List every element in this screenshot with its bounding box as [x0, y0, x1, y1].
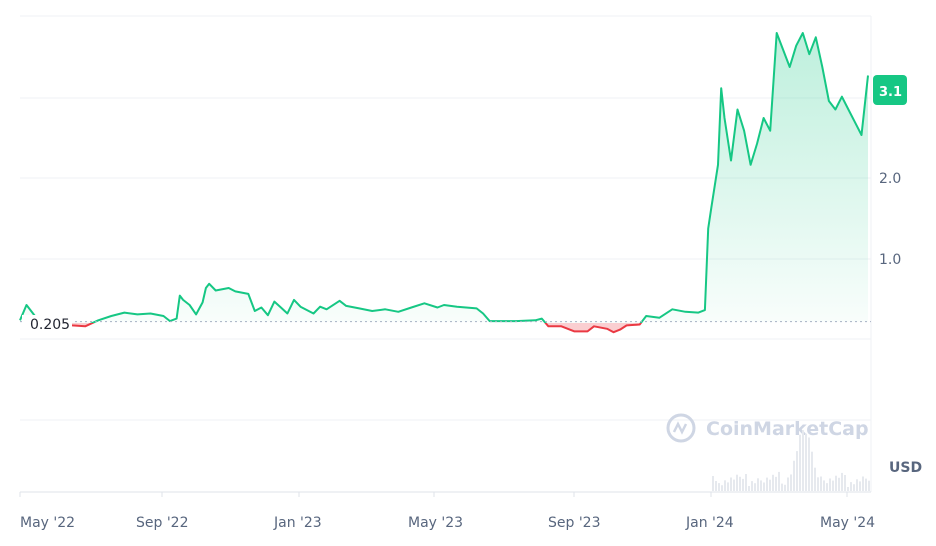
volume-bar: [841, 472, 843, 491]
volume-bar: [772, 474, 774, 491]
volume-bar: [763, 482, 765, 491]
volume-bar: [829, 478, 831, 491]
coinmarketcap-logo-icon: [666, 413, 696, 443]
volume-bar: [859, 481, 861, 491]
x-tick-label: May '22: [20, 515, 75, 531]
volume-bar: [838, 477, 840, 491]
x-tick-label: Jan '23: [273, 515, 322, 531]
y-tick-label: 2.0: [879, 171, 901, 187]
x-tick-label: May '24: [820, 515, 875, 531]
current-price-badge-bg: [873, 75, 907, 105]
volume-bar: [799, 434, 801, 491]
volume-bar: [820, 476, 822, 491]
volume-bar: [802, 430, 804, 491]
volume-bar: [817, 477, 819, 491]
volume-bar: [781, 483, 783, 491]
volume-bar: [847, 487, 849, 491]
volume-bar: [715, 481, 717, 491]
x-axis-ticks: [19, 492, 848, 497]
price-line-up: [19, 32, 869, 323]
volume-bar: [748, 486, 750, 491]
volume-bar: [856, 479, 858, 491]
volume-bar: [835, 475, 837, 491]
x-tick-label: Sep '23: [548, 515, 601, 531]
volume-bar: [751, 481, 753, 491]
volume-bar: [766, 477, 768, 491]
volume-bar: [730, 477, 732, 491]
current-price-badge: 3.1: [873, 75, 907, 105]
y-tick-label: 1.0: [879, 252, 901, 268]
volume-bar: [784, 484, 786, 491]
reference-label: 0.205: [30, 317, 70, 333]
volume-bar: [745, 474, 747, 491]
x-tick-label: Sep '22: [136, 515, 189, 531]
volume-bar: [727, 482, 729, 491]
volume-bar: [811, 451, 813, 491]
volume-bar: [724, 480, 726, 491]
reference-label-bg: [22, 315, 72, 333]
volume-bar: [769, 479, 771, 491]
volume-bar: [850, 482, 852, 491]
volume-bar: [868, 480, 870, 491]
volume-bar: [757, 478, 759, 491]
volume-bar: [844, 475, 846, 491]
volume-bar: [853, 484, 855, 491]
area-above-reference: [20, 33, 868, 323]
volume-bar: [790, 474, 792, 491]
volume-bar: [718, 483, 720, 491]
volume-bar: [754, 483, 756, 491]
volume-bar: [739, 476, 741, 491]
volume-bar: [814, 467, 816, 491]
volume-bar: [862, 476, 864, 491]
currency-label: USD: [889, 460, 922, 476]
volume-bar: [775, 476, 777, 491]
x-tick-label: May '23: [408, 515, 463, 531]
volume-bar: [733, 479, 735, 491]
volume-bar: [787, 477, 789, 491]
current-price-label: 3.1: [879, 85, 902, 100]
volume-bar: [808, 437, 810, 491]
volume-bar: [796, 451, 798, 491]
volume-bars: [712, 430, 870, 491]
volume-bar: [778, 471, 780, 491]
volume-bar: [865, 478, 867, 491]
volume-bar: [736, 474, 738, 491]
volume-bar: [826, 483, 828, 491]
watermark-text: CoinMarketCap: [706, 418, 869, 440]
volume-bar: [793, 460, 795, 491]
logo-mark-icon: [672, 421, 688, 435]
x-tick-label: Jan '24: [685, 515, 734, 531]
volume-bar: [742, 478, 744, 491]
volume-bar: [805, 433, 807, 491]
volume-bar: [760, 480, 762, 491]
volume-bar: [823, 480, 825, 491]
volume-bar: [712, 476, 714, 491]
watermark: CoinMarketCap: [666, 413, 869, 443]
volume-bar: [721, 485, 723, 491]
volume-bar: [832, 480, 834, 491]
